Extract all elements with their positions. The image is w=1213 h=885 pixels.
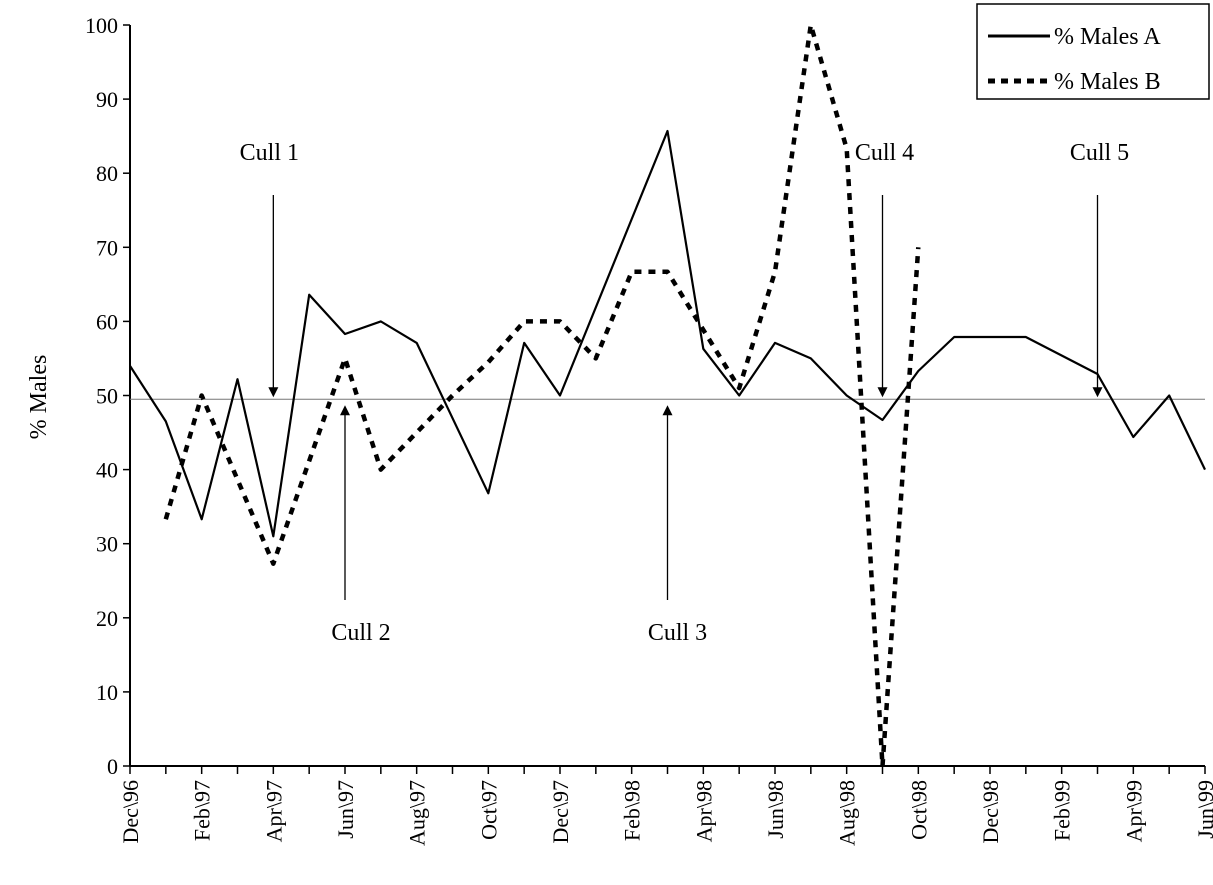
annotation-label: Cull 5 <box>1070 140 1129 166</box>
y-tick-label: 50 <box>96 384 118 409</box>
y-tick-label: 70 <box>96 235 118 260</box>
legend-label-a: % Males A <box>1054 24 1161 50</box>
y-axis-title: % Males <box>26 355 52 440</box>
annotation-cull-5: Cull 5 <box>1070 140 1129 398</box>
y-tick-label: 80 <box>96 161 118 186</box>
x-tick-label: Jun\97 <box>333 780 358 839</box>
y-tick-label: 0 <box>107 754 118 779</box>
y-tick-label: 20 <box>96 606 118 631</box>
annotation-cull-4: Cull 4 <box>855 140 914 398</box>
x-tick-label: Jun\99 <box>1193 780 1213 839</box>
legend-label-b: % Males B <box>1054 69 1161 95</box>
x-tick-label: Dec\96 <box>118 780 143 844</box>
y-tick-label: 10 <box>96 680 118 705</box>
plot-area: 0 10 20 30 40 50 60 70 80 90 100 Dec\96 Feb\97 Apr\9… <box>85 13 1213 846</box>
x-tick-label: Feb\97 <box>190 780 215 841</box>
annotation-arrowhead <box>268 387 279 398</box>
annotation-label: Cull 2 <box>331 620 390 646</box>
x-tick-label: Apr\99 <box>1121 780 1146 842</box>
y-tick-label: 60 <box>96 309 118 334</box>
x-tick-label: Dec\98 <box>978 780 1003 844</box>
annotation-label: Cull 4 <box>855 140 914 166</box>
annotation-arrowhead <box>877 387 888 398</box>
annotation-cull-2: Cull 2 <box>331 405 391 646</box>
x-tick-label: Aug\97 <box>405 780 430 846</box>
annotation-arrowhead <box>340 405 350 416</box>
annotation-label: Cull 3 <box>648 620 707 646</box>
x-tick-label: Feb\99 <box>1050 780 1075 841</box>
y-tick-label: 40 <box>96 458 118 483</box>
y-tick-label: 90 <box>96 87 118 112</box>
series-line-a <box>129 129 1206 538</box>
annotation-label: Cull 1 <box>240 140 299 166</box>
y-tick-label: 100 <box>85 13 118 38</box>
x-tick-label: Oct\98 <box>906 780 931 840</box>
x-ticks: Dec\96 Feb\97 Apr\97 Jun\97 Aug\97 Oct\97 Dec\… <box>118 766 1213 846</box>
y-ticks: 0 10 20 30 40 50 60 70 80 90 100 <box>85 13 130 779</box>
annotation-cull-3: Cull 3 <box>648 405 707 646</box>
x-tick-label: Apr\97 <box>261 780 286 842</box>
annotation-layer: Cull 1 Cull 2 Cull 3 Cull 4 Cull 5 <box>240 140 1130 646</box>
x-tick-label: Oct\97 <box>476 780 501 840</box>
annotation-cull-1: Cull 1 <box>240 140 299 398</box>
x-tick-label: Feb\98 <box>620 780 645 841</box>
series-line-b <box>163 22 921 769</box>
x-tick-label: Aug\98 <box>835 780 860 846</box>
annotation-arrowhead <box>662 405 673 416</box>
x-tick-label: Dec\97 <box>548 780 573 844</box>
x-tick-label: Apr\98 <box>691 780 716 842</box>
y-tick-label: 30 <box>96 532 118 557</box>
annotation-arrowhead <box>1092 387 1103 398</box>
legend: % Males A % Males B <box>976 3 1210 100</box>
x-tick-label: Jun\98 <box>763 780 788 839</box>
series-layer <box>129 22 1206 769</box>
